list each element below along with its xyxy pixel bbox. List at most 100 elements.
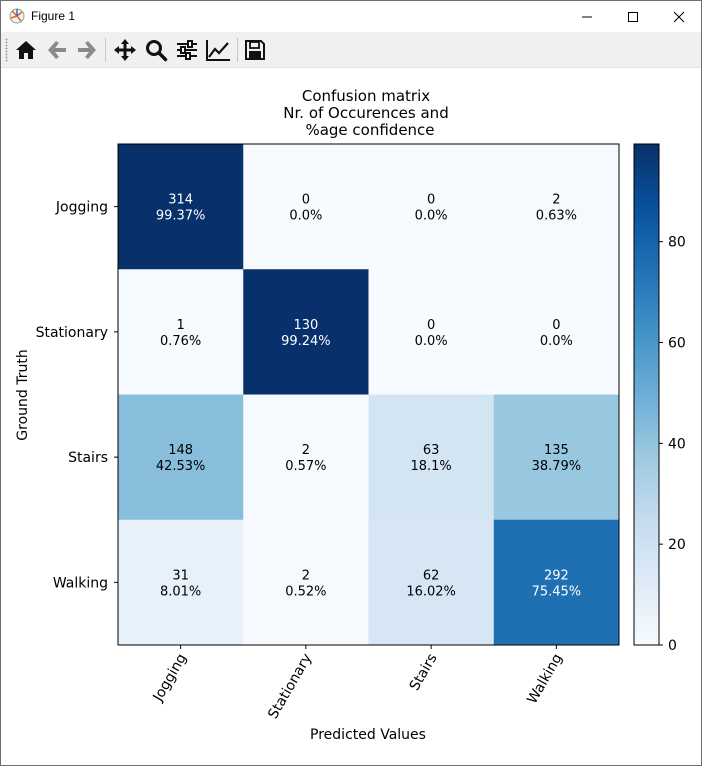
chart-title-line-3: %age confidence xyxy=(305,121,434,139)
plot-frame xyxy=(117,143,620,646)
colorbar-tick-label: 0 xyxy=(668,638,677,654)
cell-percent-label: 16.02% xyxy=(406,584,456,599)
toolbar-grip xyxy=(5,38,8,62)
magnifier-icon xyxy=(146,40,168,62)
cell-count-label: 63 xyxy=(423,443,440,458)
window-title: Figure 1 xyxy=(31,9,76,23)
cell-count-label: 2 xyxy=(302,443,310,458)
cell-percent-label: 75.45% xyxy=(532,584,582,599)
colorbar-axis: 0 20 40 60 80 xyxy=(659,235,686,654)
x-tick-label: Jogging xyxy=(150,651,190,705)
cell-percent-label: 99.24% xyxy=(281,334,331,349)
y-tick-label: Walking xyxy=(53,575,108,591)
forward-button[interactable] xyxy=(73,36,101,64)
y-axis: Jogging Stationary Stairs Walking xyxy=(36,200,118,591)
heatmap-cell xyxy=(368,269,495,395)
heatmap-cell xyxy=(493,269,620,395)
cell-count-label: 0 xyxy=(427,318,435,333)
cell-count-label: 2 xyxy=(552,193,560,208)
arrow-left-icon xyxy=(48,41,66,59)
colorbar-tick-label: 80 xyxy=(668,235,686,251)
cell-percent-label: 38.79% xyxy=(532,459,582,474)
cell-count-label: 314 xyxy=(168,193,193,208)
x-axis-label: Predicted Values xyxy=(310,727,426,743)
move-icon xyxy=(114,39,136,61)
cell-percent-label: 0.63% xyxy=(536,209,577,224)
home-icon xyxy=(16,41,36,59)
plot-canvas: Confusion matrix Nr. of Occurences and %… xyxy=(15,87,686,743)
colorbar-tick-label: 60 xyxy=(668,335,686,351)
cell-count-label: 292 xyxy=(544,568,569,583)
back-button[interactable] xyxy=(43,36,71,64)
heatmap-cell xyxy=(368,394,495,521)
close-icon xyxy=(673,11,685,22)
heatmap-cell xyxy=(243,144,369,270)
maximize-icon xyxy=(628,11,638,22)
configure-subplots-button[interactable] xyxy=(173,36,201,64)
cell-percent-label: 0.0% xyxy=(289,209,322,224)
x-tick-label: Stairs xyxy=(407,651,441,694)
heatmap-cell xyxy=(243,519,369,646)
colorbar-tick-label: 40 xyxy=(668,436,686,452)
heatmap-cell xyxy=(118,269,244,395)
toolbar-separator xyxy=(237,38,238,62)
cell-count-label: 1 xyxy=(176,318,184,333)
cell-percent-label: 0.52% xyxy=(285,584,326,599)
edit-axis-button[interactable] xyxy=(204,36,232,64)
line-chart-icon xyxy=(206,40,230,61)
heatmap-cell xyxy=(118,519,244,646)
cell-count-label: 130 xyxy=(293,318,318,333)
heatmap-cell xyxy=(243,269,369,395)
y-axis-label: Ground Truth xyxy=(15,349,31,440)
save-button[interactable] xyxy=(241,36,269,64)
heatmap-cell xyxy=(493,144,620,270)
heatmap-cell xyxy=(118,144,244,270)
floppy-disk-icon xyxy=(245,40,265,60)
colorbar-tick-label: 20 xyxy=(668,537,686,553)
pan-button[interactable] xyxy=(111,36,139,64)
y-tick-label: Stationary xyxy=(36,325,108,341)
cell-percent-label: 0.0% xyxy=(415,334,448,349)
cell-count-label: 135 xyxy=(544,443,569,458)
cell-percent-label: 0.76% xyxy=(160,334,201,349)
cell-count-label: 62 xyxy=(423,568,440,583)
cell-count-label: 2 xyxy=(302,568,310,583)
cell-count-label: 148 xyxy=(168,443,193,458)
heatmap-cell xyxy=(243,394,369,521)
minimize-button[interactable] xyxy=(564,1,610,32)
cell-percent-label: 18.1% xyxy=(410,459,451,474)
y-tick-label: Stairs xyxy=(68,450,108,466)
cell-percent-label: 0.0% xyxy=(540,334,573,349)
title-bar: Figure 1 xyxy=(1,1,701,32)
heatmap-cell xyxy=(368,144,495,270)
heatmap-cell xyxy=(493,394,620,521)
cell-percent-label: 42.53% xyxy=(156,459,206,474)
cell-count-label: 0 xyxy=(427,193,435,208)
heatmap-cell xyxy=(493,519,620,646)
cell-count-label: 31 xyxy=(172,568,189,583)
cell-percent-label: 0.0% xyxy=(415,209,448,224)
navigation-toolbar xyxy=(1,32,701,68)
cell-percent-label: 0.57% xyxy=(285,459,326,474)
heatmap-cell xyxy=(118,394,244,521)
zoom-button[interactable] xyxy=(142,36,170,64)
heatmap-cell xyxy=(368,519,495,646)
sliders-icon xyxy=(177,40,197,60)
matplotlib-icon xyxy=(9,8,25,24)
home-button[interactable] xyxy=(12,36,40,64)
x-axis: Jogging Stationary Stairs Walking xyxy=(150,645,566,722)
chart-title-line-1: Confusion matrix xyxy=(302,87,430,105)
cell-percent-label: 99.37% xyxy=(156,209,206,224)
x-tick-label: Stationary xyxy=(265,651,315,722)
maximize-button[interactable] xyxy=(610,1,656,32)
arrow-right-icon xyxy=(78,41,96,59)
chart-title-line-2: Nr. of Occurences and xyxy=(283,104,448,122)
cell-percent-label: 8.01% xyxy=(160,584,201,599)
toolbar-separator xyxy=(105,38,106,62)
heatmap-cells: 31499.37%00.0%00.0%20.63%10.76%13099.24%… xyxy=(118,144,620,646)
x-tick-label: Walking xyxy=(524,651,565,707)
close-button[interactable] xyxy=(656,1,701,32)
y-tick-label: Jogging xyxy=(55,200,108,216)
minimize-icon xyxy=(582,16,592,17)
cell-count-label: 0 xyxy=(302,193,310,208)
